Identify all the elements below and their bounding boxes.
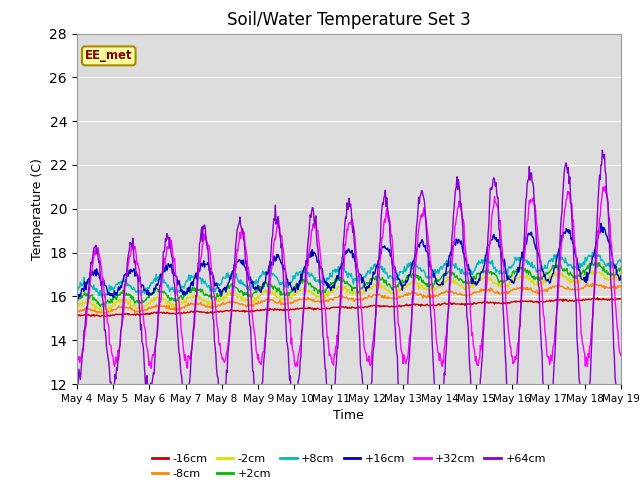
+2cm bbox=[436, 276, 444, 282]
-16cm bbox=[593, 295, 601, 300]
+16cm bbox=[73, 290, 81, 296]
-8cm bbox=[617, 284, 625, 289]
Legend: -16cm, -8cm, -2cm, +2cm, +8cm, +16cm, +32cm, +64cm: -16cm, -8cm, -2cm, +2cm, +8cm, +16cm, +3… bbox=[147, 449, 550, 480]
-2cm bbox=[617, 272, 625, 277]
+2cm bbox=[100, 304, 108, 310]
+2cm bbox=[138, 299, 145, 304]
+2cm bbox=[264, 282, 272, 288]
Y-axis label: Temperature (C): Temperature (C) bbox=[31, 158, 44, 260]
+16cm bbox=[264, 267, 272, 273]
-2cm bbox=[73, 307, 81, 312]
+2cm bbox=[73, 297, 81, 303]
+32cm bbox=[602, 184, 609, 190]
+64cm bbox=[137, 327, 145, 333]
-8cm bbox=[436, 291, 444, 297]
-16cm bbox=[436, 302, 444, 308]
+8cm bbox=[436, 266, 444, 272]
+2cm bbox=[596, 260, 604, 265]
+16cm bbox=[406, 273, 413, 278]
+32cm bbox=[237, 228, 245, 234]
+64cm bbox=[405, 359, 413, 365]
+8cm bbox=[406, 263, 413, 269]
-2cm bbox=[138, 304, 145, 310]
+2cm bbox=[617, 264, 625, 270]
+64cm bbox=[617, 437, 625, 443]
+64cm bbox=[435, 419, 443, 425]
+32cm bbox=[137, 283, 145, 289]
-16cm bbox=[138, 311, 145, 317]
-16cm bbox=[73, 312, 81, 318]
-2cm bbox=[99, 309, 106, 315]
+32cm bbox=[285, 315, 292, 321]
-16cm bbox=[97, 314, 104, 320]
+64cm bbox=[598, 147, 606, 153]
Line: -8cm: -8cm bbox=[77, 284, 621, 314]
+64cm bbox=[284, 348, 292, 353]
+2cm bbox=[237, 289, 245, 295]
+8cm bbox=[237, 278, 245, 284]
+2cm bbox=[285, 293, 292, 299]
+16cm bbox=[237, 261, 245, 266]
Title: Soil/Water Temperature Set 3: Soil/Water Temperature Set 3 bbox=[227, 11, 470, 29]
+16cm bbox=[138, 284, 145, 290]
Line: +2cm: +2cm bbox=[77, 263, 621, 307]
+8cm bbox=[285, 281, 292, 287]
+64cm bbox=[264, 301, 271, 307]
Line: -16cm: -16cm bbox=[77, 298, 621, 317]
+16cm bbox=[597, 221, 605, 227]
X-axis label: Time: Time bbox=[333, 409, 364, 422]
+32cm bbox=[73, 352, 81, 358]
-2cm bbox=[436, 285, 444, 290]
-16cm bbox=[285, 307, 292, 312]
-16cm bbox=[264, 306, 272, 312]
-8cm bbox=[73, 307, 81, 313]
+16cm bbox=[436, 282, 444, 288]
+2cm bbox=[406, 272, 413, 277]
+16cm bbox=[74, 296, 82, 301]
-8cm bbox=[406, 291, 413, 297]
-16cm bbox=[617, 296, 625, 301]
+64cm bbox=[73, 382, 81, 387]
+64cm bbox=[237, 223, 244, 228]
Line: +64cm: +64cm bbox=[77, 150, 621, 440]
+16cm bbox=[617, 273, 625, 279]
-2cm bbox=[285, 297, 292, 302]
+8cm bbox=[617, 259, 625, 264]
Line: +32cm: +32cm bbox=[77, 187, 621, 369]
-8cm bbox=[589, 281, 596, 287]
Line: +8cm: +8cm bbox=[77, 252, 621, 297]
-16cm bbox=[406, 302, 413, 308]
Line: +16cm: +16cm bbox=[77, 224, 621, 299]
-8cm bbox=[101, 311, 109, 317]
+8cm bbox=[264, 270, 272, 276]
-8cm bbox=[285, 300, 292, 306]
Line: -2cm: -2cm bbox=[77, 271, 621, 312]
+16cm bbox=[285, 282, 292, 288]
+32cm bbox=[264, 301, 272, 307]
Text: EE_met: EE_met bbox=[85, 49, 132, 62]
-2cm bbox=[264, 291, 272, 297]
-2cm bbox=[237, 297, 245, 302]
+8cm bbox=[138, 289, 145, 295]
+8cm bbox=[589, 250, 596, 255]
+32cm bbox=[617, 353, 625, 359]
-8cm bbox=[138, 308, 145, 313]
+32cm bbox=[147, 366, 155, 372]
-16cm bbox=[237, 308, 245, 314]
+8cm bbox=[99, 294, 106, 300]
+32cm bbox=[406, 335, 413, 340]
+8cm bbox=[73, 290, 81, 296]
-2cm bbox=[590, 268, 598, 274]
-8cm bbox=[237, 301, 245, 307]
-2cm bbox=[406, 281, 413, 287]
+32cm bbox=[436, 350, 444, 356]
-8cm bbox=[264, 297, 272, 303]
